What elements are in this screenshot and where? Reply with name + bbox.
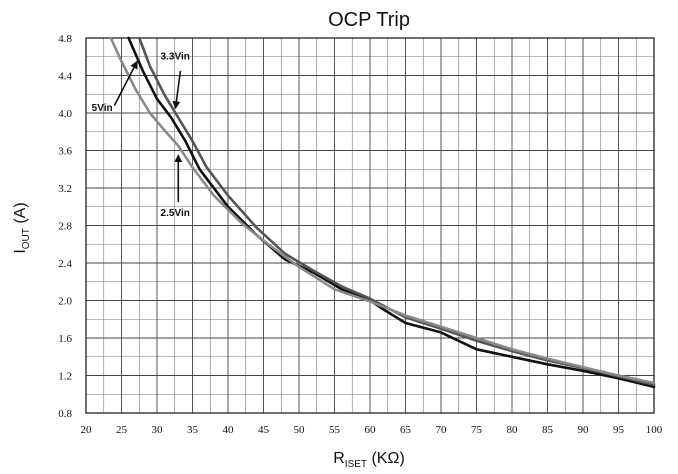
annotations: 5Vin 3.3Vin 2.5Vin xyxy=(92,52,190,220)
y-tick-label: 2.4 xyxy=(58,258,72,270)
annotation-label: 5Vin xyxy=(92,103,113,114)
x-axis-label-unit: (KΩ) xyxy=(367,450,405,467)
y-tick-label: 2.8 xyxy=(58,221,72,233)
y-tick-labels: 0.8 1.2 1.6 2.0 2.4 2.8 3.2 3.6 4.0 4.4 4.8 xyxy=(58,33,72,420)
y-tick-label: 3.6 xyxy=(58,146,72,158)
x-tick-labels: 20 25 30 35 40 45 50 55 60 65 70 75 80 85 90 95 100 xyxy=(81,424,663,436)
x-tick-label: 60 xyxy=(365,424,377,436)
y-tick-label: 3.2 xyxy=(58,183,72,195)
y-axis-label-sub: OUT xyxy=(21,228,32,249)
series-line-2-5vin xyxy=(109,36,656,385)
annotation-arrow xyxy=(113,60,138,106)
x-tick-label: 80 xyxy=(507,424,519,436)
y-tick-label: 4.4 xyxy=(58,71,72,83)
chart-title: OCP Trip xyxy=(328,9,410,31)
x-tick-label: 85 xyxy=(542,424,554,436)
y-axis-label-unit: (A) xyxy=(12,202,29,228)
x-tick-label: 20 xyxy=(81,424,93,436)
y-tick-label: 0.8 xyxy=(58,408,72,420)
x-axis-label-sub: ISET xyxy=(345,459,367,470)
x-tick-label: 100 xyxy=(646,424,663,436)
y-tick-label: 1.2 xyxy=(58,371,72,383)
series-line-3-3vin xyxy=(138,36,656,387)
x-tick-label: 25 xyxy=(116,424,128,436)
series-line-5vin xyxy=(127,36,656,389)
y-axis-label: IOUT (A) xyxy=(12,202,32,253)
annotation-arrow xyxy=(172,70,182,110)
plot-frame xyxy=(85,37,655,414)
y-tick-label: 1.6 xyxy=(58,333,72,345)
x-tick-label: 55 xyxy=(329,424,341,436)
annotation-label: 2.5Vin xyxy=(161,208,190,219)
x-tick-label: 70 xyxy=(436,424,448,436)
y-tick-label: 4.0 xyxy=(58,108,72,120)
x-tick-label: 90 xyxy=(578,424,590,436)
x-tick-label: 95 xyxy=(613,424,625,436)
y-tick-label: 2.0 xyxy=(58,296,72,308)
x-tick-label: 45 xyxy=(258,424,270,436)
annotation-label: 3.3Vin xyxy=(161,52,190,63)
x-tick-label: 30 xyxy=(152,424,164,436)
series-lines xyxy=(109,36,656,389)
y-axis-label-main: I xyxy=(12,249,29,253)
x-tick-label: 65 xyxy=(400,424,412,436)
y-tick-label: 4.8 xyxy=(58,33,72,45)
x-tick-label: 75 xyxy=(471,424,483,436)
x-tick-label: 50 xyxy=(294,424,306,436)
x-tick-label: 40 xyxy=(223,424,235,436)
x-axis-label: RISET (KΩ) xyxy=(333,450,405,470)
x-axis-label-main: R xyxy=(333,450,345,467)
x-tick-label: 35 xyxy=(187,424,199,436)
